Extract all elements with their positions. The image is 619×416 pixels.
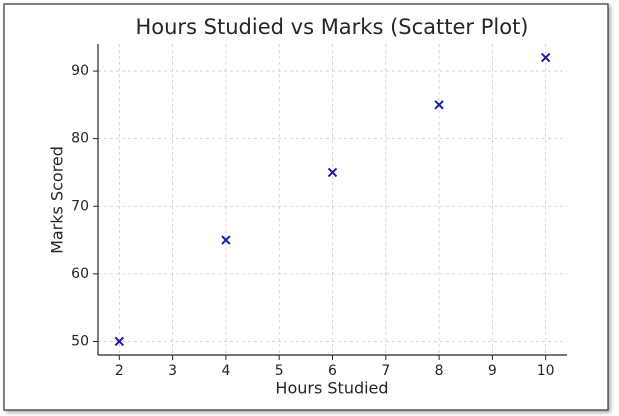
x-tick-label: 7 — [381, 363, 390, 379]
x-tick-label: 2 — [115, 363, 124, 379]
x-tick-label: 6 — [328, 363, 337, 379]
chart-title: Hours Studied vs Marks (Scatter Plot) — [135, 15, 528, 39]
y-tick-label: 80 — [71, 131, 89, 147]
x-tick-label: 5 — [275, 363, 284, 379]
y-axis-label: Marks Scored — [48, 146, 67, 254]
x-tick-label: 4 — [221, 363, 230, 379]
y-tick-label: 90 — [71, 63, 89, 79]
x-axis-label: Hours Studied — [275, 379, 388, 398]
y-tick-label: 50 — [71, 333, 89, 349]
frame — [3, 3, 609, 411]
y-tick-label: 60 — [71, 266, 89, 282]
marker — [540, 52, 551, 63]
plot-area: 2 3 4 5 6 7 8 9 10 50 60 70 80 90 — [71, 44, 567, 379]
marker — [327, 167, 338, 178]
x-tick-label: 8 — [435, 363, 444, 379]
x-tick-label: 9 — [488, 363, 497, 379]
y-tick-label: 70 — [71, 198, 89, 214]
x-tick-label: 10 — [537, 363, 555, 379]
x-tick-label: 3 — [168, 363, 177, 379]
marker — [221, 235, 231, 245]
marker — [434, 100, 444, 110]
marker — [114, 336, 125, 347]
